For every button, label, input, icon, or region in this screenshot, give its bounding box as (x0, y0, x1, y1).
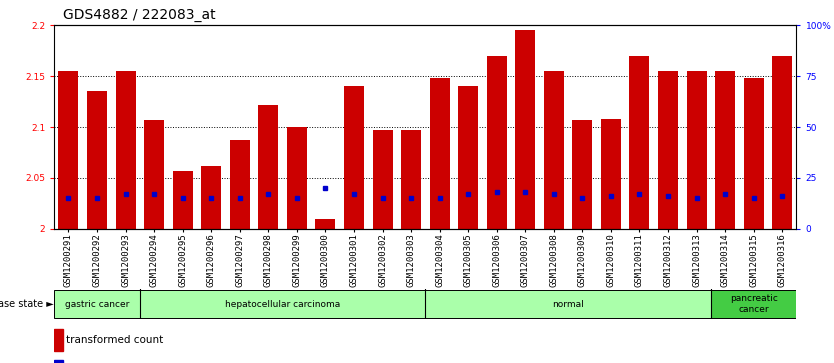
Text: pancreatic
cancer: pancreatic cancer (730, 294, 777, 314)
Bar (54, 290, 140, 318)
Bar (715, 71, 735, 229)
Bar (711, 290, 796, 318)
Text: hepatocellular carcinoma: hepatocellular carcinoma (225, 299, 340, 309)
Bar (601, 119, 620, 229)
Bar (772, 56, 792, 229)
Bar (544, 71, 564, 229)
Text: GDS4882 / 222083_at: GDS4882 / 222083_at (63, 8, 215, 22)
Bar (744, 78, 764, 229)
Bar (401, 130, 421, 229)
Bar (425, 290, 711, 318)
Bar (230, 140, 249, 229)
Bar (54, 360, 63, 363)
Bar (173, 171, 193, 229)
Bar (572, 120, 592, 229)
Bar (515, 30, 535, 229)
Bar (686, 71, 706, 229)
Bar (144, 120, 164, 229)
Bar (259, 105, 279, 229)
Bar (58, 71, 78, 229)
Bar (658, 71, 678, 229)
Bar (87, 91, 107, 229)
Bar (140, 290, 425, 318)
Bar (287, 127, 307, 229)
Bar (630, 56, 650, 229)
Text: disease state ►: disease state ► (0, 299, 54, 309)
Bar (430, 78, 450, 229)
Text: gastric cancer: gastric cancer (65, 299, 129, 309)
Bar (458, 86, 478, 229)
Text: transformed count: transformed count (66, 335, 163, 345)
Bar (373, 130, 393, 229)
Bar (315, 219, 335, 229)
Bar (201, 166, 221, 229)
Bar (487, 56, 507, 229)
Bar (116, 71, 136, 229)
Bar (344, 86, 364, 229)
Text: normal: normal (552, 299, 584, 309)
Bar (54, 329, 63, 351)
